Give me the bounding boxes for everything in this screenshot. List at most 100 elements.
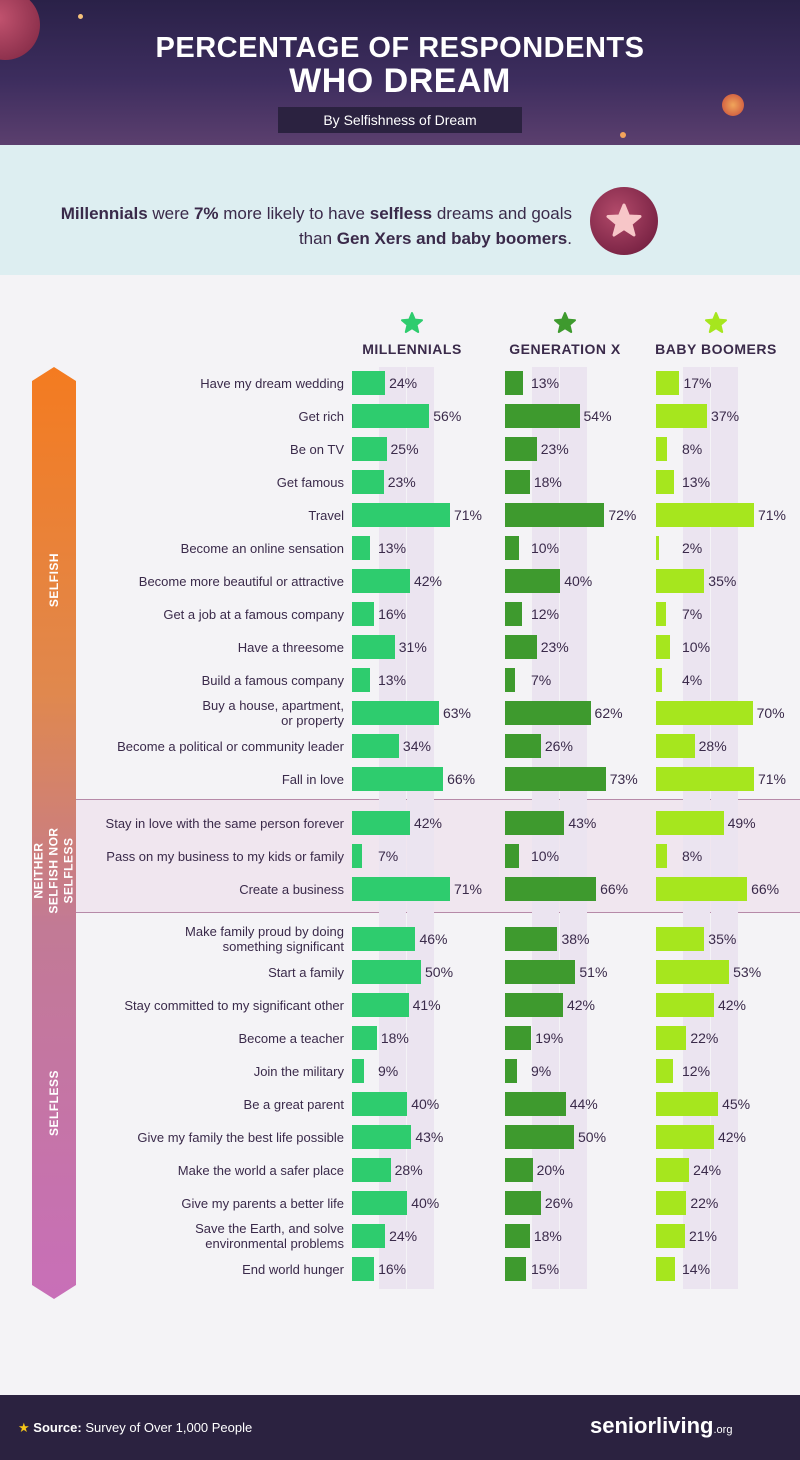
chart: SELFISH NEITHER SELFISH NOR SELFLESS SELFL… bbox=[0, 275, 800, 1395]
data-label: 71% bbox=[757, 771, 786, 787]
row-label: Stay in love with the same person foreve… bbox=[105, 815, 344, 831]
bar bbox=[656, 993, 714, 1017]
category-label: NEITHER SELFISH NOR SELFLESS bbox=[31, 827, 76, 914]
category-axis-bar bbox=[32, 367, 76, 1299]
bar bbox=[505, 844, 519, 868]
bar bbox=[505, 767, 606, 791]
bar bbox=[656, 1224, 685, 1248]
bar bbox=[505, 569, 561, 593]
data-label: 34% bbox=[402, 738, 431, 754]
data-label: 25% bbox=[390, 441, 419, 457]
bar bbox=[656, 371, 680, 395]
data-label: 56% bbox=[433, 408, 462, 424]
bar bbox=[656, 668, 662, 692]
row-label: Fall in love bbox=[281, 771, 344, 787]
data-label: 40% bbox=[411, 1195, 440, 1211]
data-label: 71% bbox=[453, 881, 482, 897]
data-label: 62% bbox=[594, 705, 623, 721]
row-label: Give my family the best life possible bbox=[137, 1129, 344, 1145]
bar bbox=[352, 960, 421, 984]
bar bbox=[656, 1092, 719, 1116]
bar bbox=[656, 844, 668, 868]
bar bbox=[352, 1092, 408, 1116]
source-note: ★ Source: Survey of Over 1,000 People bbox=[18, 1420, 252, 1436]
data-label: 35% bbox=[708, 931, 737, 947]
bar bbox=[352, 470, 384, 494]
data-label: 54% bbox=[583, 408, 612, 424]
source-label: Source: bbox=[33, 1420, 82, 1435]
data-label: 20% bbox=[536, 1162, 565, 1178]
row-label: Become a political or community leader bbox=[117, 738, 344, 754]
data-label: 71% bbox=[453, 507, 482, 523]
data-label: 72% bbox=[608, 507, 637, 523]
intro-segment: . bbox=[567, 229, 572, 248]
bar bbox=[656, 569, 705, 593]
data-label: 16% bbox=[378, 1261, 407, 1277]
bar bbox=[352, 877, 450, 901]
data-label: 14% bbox=[682, 1261, 711, 1277]
row-label: Travel bbox=[308, 507, 344, 523]
row-label: Be a great parent bbox=[243, 1096, 344, 1112]
data-label: 16% bbox=[378, 606, 407, 622]
bar bbox=[656, 1026, 687, 1050]
row-label: Get rich bbox=[298, 408, 344, 424]
bar bbox=[505, 1059, 518, 1083]
brand-name: seniorliving bbox=[590, 1413, 714, 1438]
data-label: 9% bbox=[378, 1063, 399, 1079]
data-label: 19% bbox=[535, 1030, 564, 1046]
data-label: 8% bbox=[682, 441, 703, 457]
comet-icon bbox=[722, 94, 744, 116]
data-label: 46% bbox=[419, 931, 448, 947]
data-label: 28% bbox=[698, 738, 727, 754]
bar bbox=[656, 734, 695, 758]
bar bbox=[656, 1059, 673, 1083]
data-label: 24% bbox=[389, 1228, 418, 1244]
data-label: 42% bbox=[717, 1129, 746, 1145]
data-label: 7% bbox=[378, 848, 399, 864]
intro-segment: more likely to have bbox=[218, 204, 370, 223]
row-label: Build a famous company bbox=[201, 672, 344, 688]
intro-segment: Millennials bbox=[60, 204, 148, 223]
data-label: 45% bbox=[722, 1096, 751, 1112]
row-label: Start a family bbox=[268, 964, 344, 980]
bar bbox=[656, 767, 754, 791]
data-label: 15% bbox=[531, 1261, 560, 1277]
data-label: 26% bbox=[544, 738, 573, 754]
star-icon bbox=[553, 311, 577, 335]
intro-segment: were bbox=[147, 204, 194, 223]
data-label: 22% bbox=[690, 1195, 719, 1211]
group-separator bbox=[76, 911, 800, 913]
star-icon bbox=[78, 14, 83, 19]
data-label: 9% bbox=[531, 1063, 552, 1079]
data-label: 42% bbox=[717, 997, 746, 1013]
data-label: 18% bbox=[533, 1228, 562, 1244]
bar bbox=[505, 1026, 532, 1050]
data-label: 24% bbox=[693, 1162, 722, 1178]
data-label: 4% bbox=[682, 672, 703, 688]
data-label: 40% bbox=[411, 1096, 440, 1112]
brand-logo: seniorliving.org bbox=[590, 1413, 732, 1439]
bar bbox=[505, 1191, 541, 1215]
data-label: 21% bbox=[688, 1228, 717, 1244]
intro-segment: dreams and goals than bbox=[298, 204, 572, 248]
bar bbox=[352, 1257, 375, 1281]
data-label: 13% bbox=[531, 375, 560, 391]
row-label: Have a threesome bbox=[237, 639, 344, 655]
bar bbox=[352, 1191, 408, 1215]
bar bbox=[505, 1125, 574, 1149]
bar bbox=[352, 927, 416, 951]
bar bbox=[656, 437, 668, 461]
header: PERCENTAGE OF RESPONDENTS WHO DREAM By S… bbox=[0, 0, 800, 145]
data-label: 12% bbox=[531, 606, 560, 622]
row-label: Save the Earth, and solve environmental p… bbox=[195, 1221, 344, 1251]
data-label: 70% bbox=[756, 705, 785, 721]
bar bbox=[656, 1191, 687, 1215]
data-label: 13% bbox=[378, 672, 407, 688]
bar bbox=[505, 635, 537, 659]
bar bbox=[505, 701, 591, 725]
row-label: Have my dream wedding bbox=[200, 375, 344, 391]
star-icon: ★ bbox=[18, 1420, 30, 1435]
bar bbox=[656, 470, 674, 494]
bar bbox=[656, 877, 748, 901]
bar bbox=[352, 767, 444, 791]
